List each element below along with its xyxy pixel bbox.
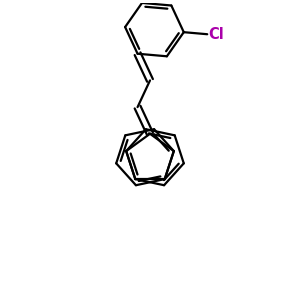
Text: Cl: Cl [209, 27, 224, 42]
